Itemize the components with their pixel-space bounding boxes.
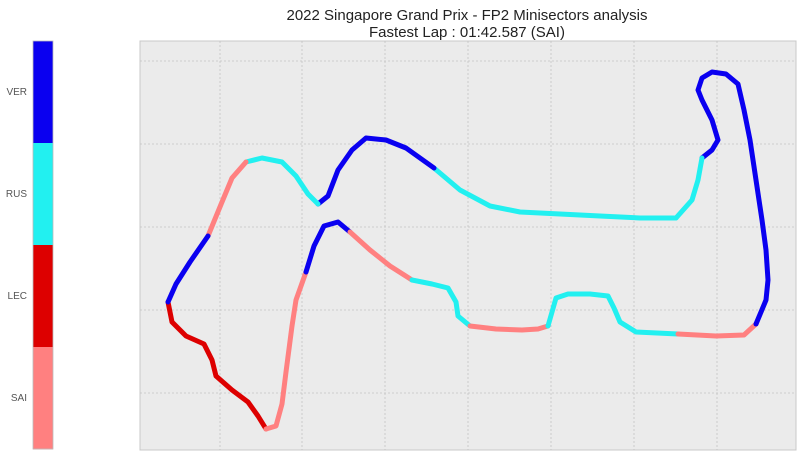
minisector-2-sai	[263, 269, 309, 432]
colorbar-segment-rus	[33, 143, 53, 246]
minisector-3-ver	[303, 219, 353, 275]
minisector-14-sai	[205, 159, 249, 239]
track-map	[165, 69, 771, 432]
minisector-7-rus	[545, 291, 681, 337]
minisector-10-rus	[673, 155, 705, 221]
colorbar-label-rus: RUS	[6, 189, 27, 200]
minisector-9-ver	[695, 69, 771, 327]
minisector-15-ver	[165, 233, 211, 305]
minisector-1-lec	[165, 299, 269, 432]
minisector-13-rus	[243, 155, 321, 207]
minisector-5-rus	[409, 277, 473, 329]
minisector-4-sai	[347, 229, 415, 283]
colorbar-label-sai: SAI	[11, 393, 27, 404]
colorbar-label-ver: VER	[6, 87, 27, 98]
plot-grid	[140, 41, 796, 450]
colorbar-segment-sai	[33, 347, 53, 450]
driver-colorbar: VER RUS LEC SAI	[6, 40, 54, 450]
chart-title: 2022 Singapore Grand Prix - FP2 Minisect…	[287, 7, 648, 24]
colorbar-label-lec: LEC	[8, 291, 27, 302]
colorbar-border	[32, 40, 54, 450]
chart-subtitle: Fastest Lap : 01:42.587 (SAI)	[369, 24, 565, 41]
minisector-6-sai	[467, 323, 551, 333]
minisector-8-sai	[675, 321, 759, 339]
minisector-12-ver	[315, 135, 437, 207]
colorbar-segment-ver	[33, 41, 53, 144]
colorbar-segment-lec	[33, 245, 53, 348]
minisector-11-rus	[431, 165, 679, 221]
